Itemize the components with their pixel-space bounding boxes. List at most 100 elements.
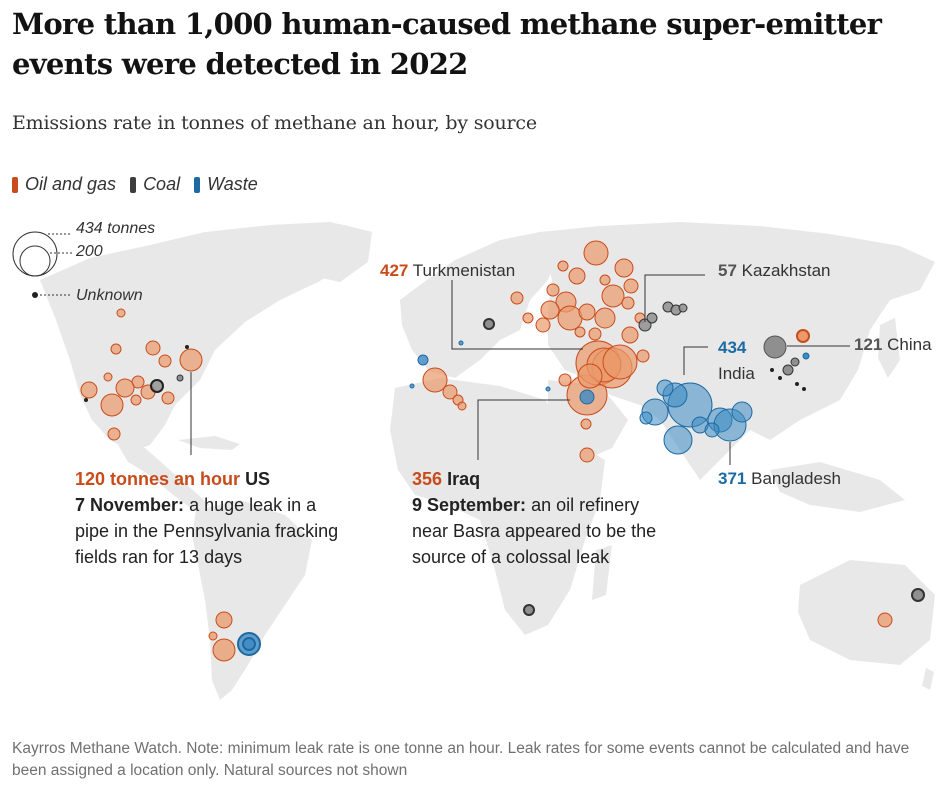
leader-india [683, 346, 708, 375]
event-marker [778, 376, 782, 380]
events-south-asia-waste [639, 379, 753, 455]
annotation-iraq-country: Iraq [447, 469, 481, 489]
events-australia [877, 588, 925, 628]
leader-iraq [477, 399, 570, 460]
label-china: 121 China [854, 335, 932, 355]
event-marker [100, 393, 124, 417]
annotation-iraq-value: 356 [412, 469, 443, 489]
event-marker [790, 357, 800, 367]
legend-label-oil: Oil and gas [25, 174, 117, 194]
event-marker [458, 340, 464, 346]
event-marker [623, 278, 639, 294]
event-marker [731, 401, 753, 423]
event-marker [523, 604, 535, 616]
event-marker [545, 386, 551, 392]
events-sa-oil [208, 611, 236, 662]
event-marker [212, 638, 236, 662]
event-marker [110, 343, 122, 355]
event-marker [621, 326, 639, 344]
event-marker [145, 340, 161, 356]
legend-swatch-coal [130, 176, 137, 193]
event-marker [540, 300, 560, 320]
event-marker [422, 367, 448, 393]
event-marker [161, 391, 175, 405]
event-marker [770, 368, 774, 372]
event-marker [911, 588, 925, 602]
event-marker [568, 267, 586, 285]
label-bangladesh-value: 371 [718, 469, 747, 488]
size-key-label-large: 434 tonnes [76, 220, 155, 237]
event-marker [877, 612, 893, 628]
event-marker [602, 344, 638, 380]
event-marker [639, 411, 653, 425]
event-marker [614, 258, 634, 278]
land-central-america [118, 445, 210, 512]
event-marker [116, 308, 126, 318]
event-marker [130, 394, 142, 406]
annotation-us: 120 tonnes an hour US 7 November: a huge… [75, 466, 355, 570]
events-emea-coal [483, 318, 535, 616]
events-sa-waste [237, 632, 261, 656]
event-marker [594, 307, 616, 329]
event-marker [557, 305, 583, 331]
event-marker [802, 352, 810, 360]
label-turkmenistan: 427 Turkmenistan [380, 261, 515, 281]
event-marker [802, 387, 806, 391]
event-marker [579, 447, 595, 463]
events-china [763, 329, 810, 391]
event-marker [704, 422, 720, 438]
land-caribbean [178, 436, 240, 450]
emission-events [80, 240, 925, 662]
size-key-label-small: 200 [75, 243, 103, 260]
label-kazakhstan: 57 Kazakhstan [718, 261, 831, 281]
event-marker [215, 611, 233, 629]
label-india: 434 India [718, 335, 755, 387]
event-marker [577, 363, 603, 389]
annotation-iraq: 356 Iraq 9 September: an oil refinery ne… [412, 466, 672, 570]
source-note: Kayrros Methane Watch. Note: minimum lea… [12, 740, 910, 779]
land-new-zealand [922, 668, 934, 690]
events-emea-waste [409, 340, 595, 405]
event-marker [558, 373, 572, 387]
event-marker [483, 318, 495, 330]
events-us-coal [84, 345, 189, 402]
leader-lines [190, 274, 850, 465]
label-bangladesh-name: Bangladesh [751, 469, 841, 488]
event-marker [103, 372, 113, 382]
event-marker [583, 240, 609, 266]
size-key: 434 tonnes 200 Unknown [12, 220, 155, 304]
event-marker [158, 354, 172, 368]
event-marker [80, 381, 98, 399]
legend: Oil and gas Coal Waste [12, 174, 258, 195]
land-japan [878, 318, 900, 378]
label-china-value: 121 [854, 335, 883, 354]
land-asia [540, 222, 935, 480]
size-key-unknown-dot [32, 292, 38, 298]
event-marker [84, 398, 88, 402]
legend-item-coal: Coal [130, 174, 180, 195]
event-marker [557, 260, 569, 272]
size-key-circle-large [12, 231, 58, 277]
label-india-value: 434 [718, 338, 747, 357]
event-marker [796, 329, 810, 343]
size-key-label-unknown: Unknown [76, 287, 143, 304]
event-marker [579, 389, 595, 405]
event-marker [678, 303, 688, 313]
events-kazakhstan-coal [638, 301, 688, 332]
land-masses [40, 222, 935, 700]
event-marker [179, 348, 203, 372]
label-kazakhstan-name: Kazakhstan [741, 261, 831, 280]
legend-swatch-waste [194, 176, 201, 193]
event-marker [763, 335, 787, 359]
event-marker [601, 284, 625, 308]
event-marker [522, 312, 534, 324]
event-marker [442, 384, 458, 400]
land-australia [798, 560, 935, 665]
size-key-circle-small [19, 245, 51, 277]
label-turkmenistan-name: Turkmenistan [412, 261, 516, 280]
label-bangladesh: 371 Bangladesh [718, 469, 841, 489]
land-greenland [300, 224, 372, 282]
event-marker [795, 382, 799, 386]
event-marker [107, 427, 121, 441]
event-marker [417, 354, 429, 366]
